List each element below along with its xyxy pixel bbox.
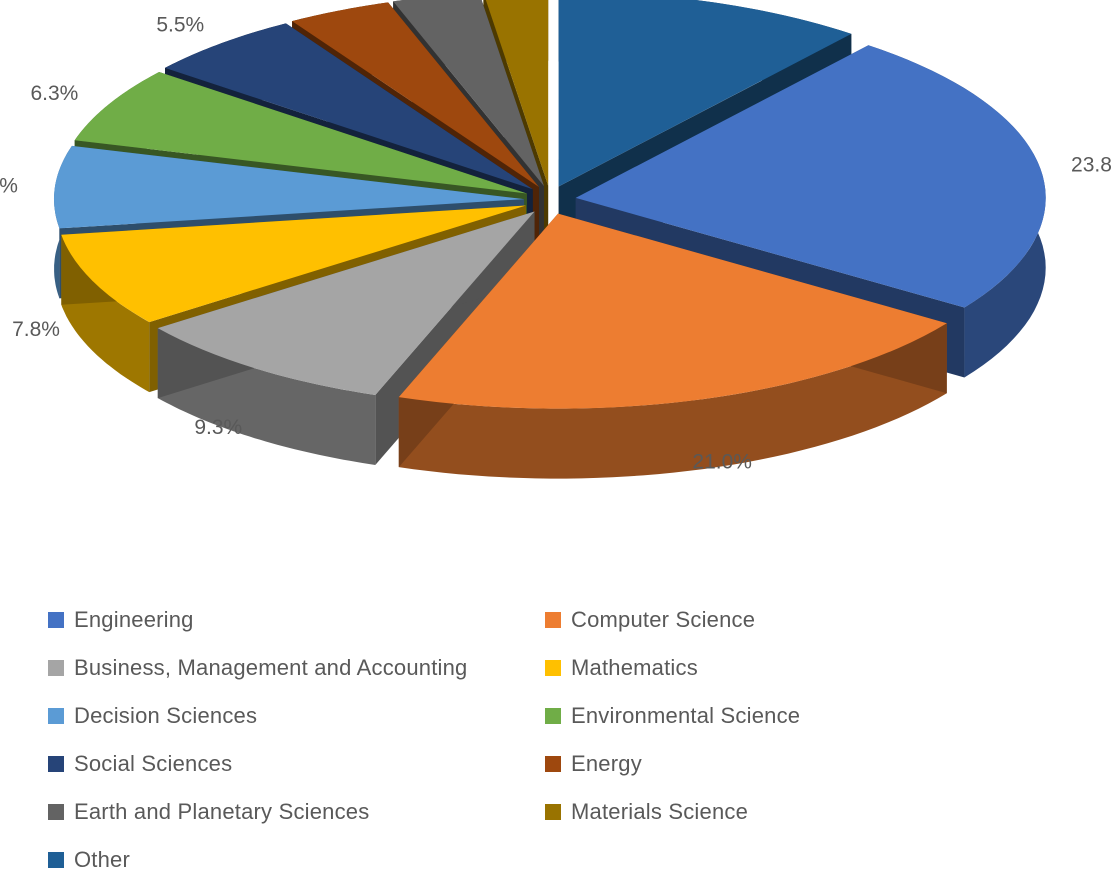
- legend-item-business-management-and-accounting: Business, Management and Accounting: [48, 653, 467, 683]
- legend: Engineering Computer Science Business, Man…: [48, 605, 1088, 875]
- legend-label: Engineering: [74, 607, 194, 632]
- pie-slice-engineering: [575, 45, 1046, 308]
- pie-slice-business-management-and-accounting: [157, 211, 535, 395]
- legend-swatch: [48, 756, 64, 772]
- legend-swatch: [545, 660, 561, 676]
- legend-swatch: [48, 708, 64, 724]
- legend-item-engineering: Engineering: [48, 605, 194, 635]
- data-label-decision-sciences: 6.8%: [0, 174, 18, 197]
- pie-slice-decision-sciences: [54, 145, 525, 229]
- pie-slice-computer-science: [398, 213, 947, 409]
- data-label-engineering: 23.8%: [1071, 154, 1112, 177]
- pie-slice-materials-science: [485, 0, 549, 186]
- pie-slice-earth-and-planetary-sciences: [393, 0, 545, 187]
- pie-slice-other: [558, 0, 852, 187]
- legend-item-mathematics: Mathematics: [545, 653, 698, 683]
- legend-item-decision-sciences: Decision Sciences: [48, 701, 257, 731]
- pie-chart: 10.7%23.8%21.0%9.3%7.8%6.8%6.3%5.5%3.6%3…: [0, 0, 1112, 479]
- pie-top-layer: [54, 0, 1046, 409]
- legend-label: Mathematics: [571, 655, 698, 680]
- legend-swatch: [48, 852, 64, 868]
- legend-label: Earth and Planetary Sciences: [74, 799, 370, 824]
- legend-item-materials-science: Materials Science: [545, 797, 748, 827]
- legend-swatch: [48, 804, 64, 820]
- legend-swatch: [48, 660, 64, 676]
- data-label-environmental-science: 6.3%: [30, 82, 78, 105]
- legend-swatch: [545, 756, 561, 772]
- legend-swatch: [545, 708, 561, 724]
- legend-item-social-sciences: Social Sciences: [48, 749, 232, 779]
- legend-item-computer-science: Computer Science: [545, 605, 755, 635]
- legend-swatch: [545, 612, 561, 628]
- legend-label: Business, Management and Accounting: [74, 655, 468, 680]
- legend-label: Environmental Science: [571, 703, 801, 728]
- legend-label: Decision Sciences: [74, 703, 258, 728]
- legend-swatch: [545, 804, 561, 820]
- pie-slice-social-sciences: [165, 23, 533, 190]
- pie-slice-energy: [292, 2, 539, 188]
- legend-item-earth-and-planetary-sciences: Earth and Planetary Sciences: [48, 797, 369, 827]
- data-label-business-management-and-accounting: 9.3%: [194, 416, 242, 439]
- legend-swatch: [48, 612, 64, 628]
- data-label-mathematics: 7.8%: [12, 318, 60, 341]
- slice-side-computer-science: [398, 323, 947, 479]
- data-label-computer-science: 21.0%: [692, 451, 752, 474]
- legend-item-environmental-science: Environmental Science: [545, 701, 800, 731]
- pie-slice-mathematics: [61, 205, 527, 323]
- legend-label: Materials Science: [571, 799, 749, 824]
- legend-label: Energy: [571, 751, 642, 776]
- data-label-social-sciences: 5.5%: [156, 14, 204, 37]
- legend-item-other: Other: [48, 845, 130, 875]
- pie-slice-environmental-science: [74, 72, 527, 194]
- legend-label: Social Sciences: [74, 751, 233, 776]
- legend-label: Computer Science: [571, 607, 756, 632]
- legend-label: Other: [74, 847, 131, 872]
- pie-labels-layer: 10.7%23.8%21.0%9.3%7.8%6.8%6.3%5.5%3.6%3…: [0, 14, 1112, 474]
- legend-item-energy: Energy: [545, 749, 642, 779]
